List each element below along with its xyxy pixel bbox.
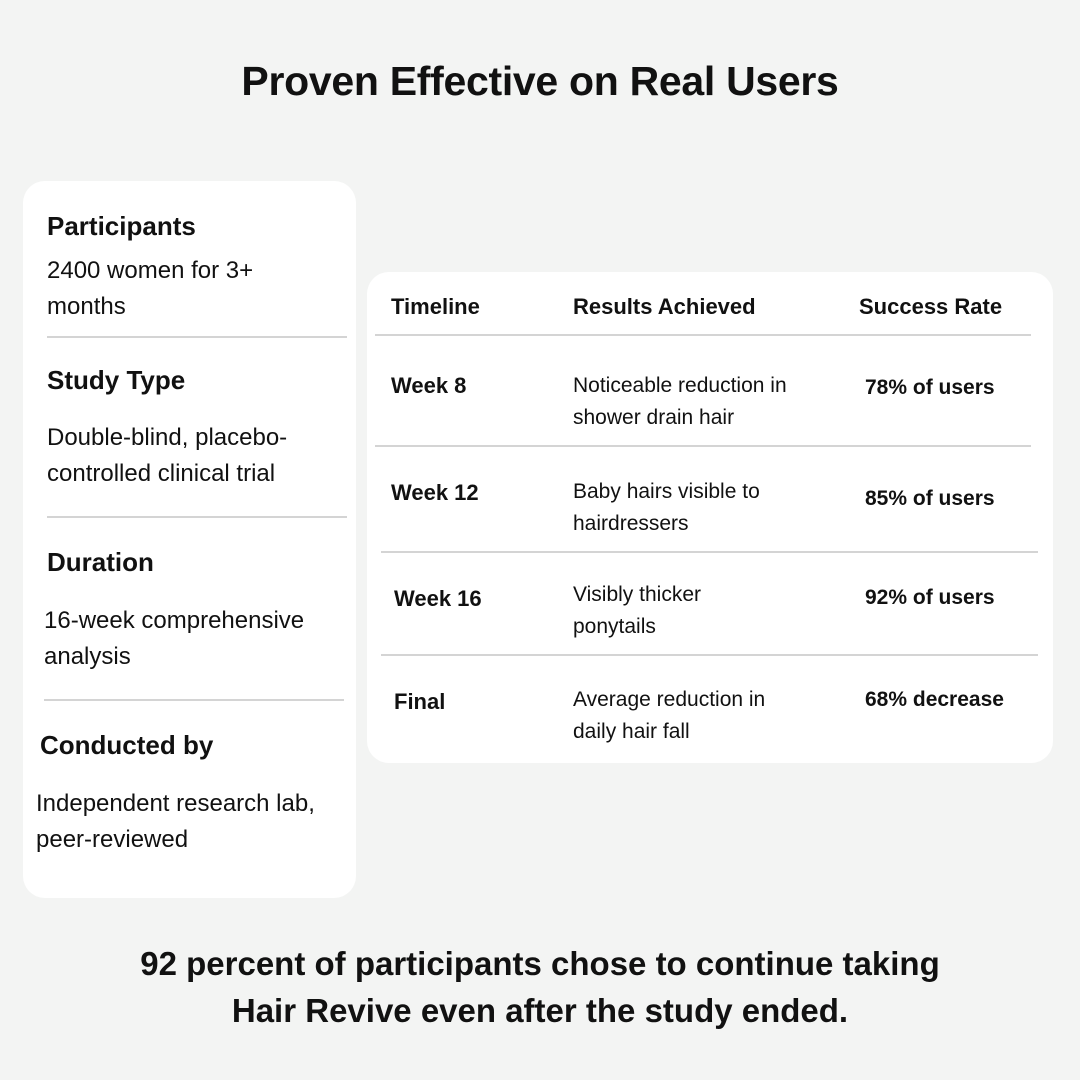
page-title: Proven Effective on Real Users — [241, 58, 839, 104]
row-rate: 85% of users — [865, 487, 995, 510]
study-text-type: Double-blind, placebo-controlled clinica… — [47, 424, 288, 487]
divider — [381, 551, 1038, 553]
divider — [375, 445, 1031, 447]
row-timeline: Week 12 — [391, 480, 479, 505]
study-details-card: Participants 2400 women for 3+ months St… — [23, 181, 356, 898]
row-rate: 78% of users — [865, 376, 995, 399]
divider — [375, 334, 1031, 336]
row-timeline: Final — [394, 689, 446, 714]
row-result: Average reduction in daily hair fall — [573, 688, 766, 743]
footer-statement: 92 percent of participants chose to cont… — [0, 940, 1080, 1034]
row-result: Noticeable reduction in shower drain hai… — [573, 374, 787, 429]
results-table: Timeline Results Achieved Success Rate W… — [367, 272, 1053, 763]
study-text-conducted: Independent research lab, peer-reviewed — [36, 790, 315, 853]
row-rate: 68% decrease — [865, 688, 1004, 711]
study-heading-duration: Duration — [47, 547, 154, 577]
footer-line-1: 92 percent of participants chose to cont… — [140, 945, 940, 982]
header-results: Results Achieved — [573, 294, 756, 319]
study-heading-type: Study Type — [47, 365, 186, 395]
header-success-rate: Success Rate — [859, 294, 1003, 319]
header-timeline: Timeline — [391, 294, 480, 319]
study-heading-conducted: Conducted by — [40, 730, 214, 760]
divider — [44, 699, 344, 701]
row-rate: 92% of users — [865, 586, 995, 609]
row-result: Baby hairs visible to hairdressers — [573, 480, 760, 535]
row-timeline: Week 16 — [394, 586, 482, 611]
row-timeline: Week 8 — [391, 373, 467, 398]
footer-line-2: Hair Revive even after the study ended. — [231, 992, 849, 1029]
study-heading-participants: Participants — [47, 211, 196, 241]
divider — [381, 654, 1038, 656]
study-text-participants: 2400 women for 3+ months — [47, 257, 254, 320]
divider — [47, 336, 347, 338]
row-result: Visibly thicker ponytails — [573, 583, 701, 638]
study-text-duration: 16-week comprehensive analysis — [44, 607, 305, 670]
divider — [47, 516, 347, 518]
